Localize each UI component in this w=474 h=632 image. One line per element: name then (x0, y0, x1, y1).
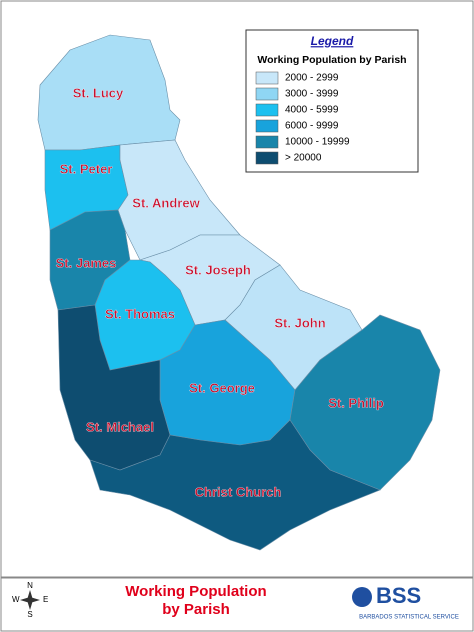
legend-swatch (255, 135, 279, 149)
parish-label: St. Philip (328, 395, 384, 410)
legend-label: 4000 - 5999 (285, 105, 339, 116)
legend: Legend Working Population by Parish 2000… (245, 29, 419, 173)
footer-title: by Parish (162, 601, 230, 618)
compass-n: N (27, 581, 33, 590)
legend-items: 2000 - 2999 3000 - 3999 4000 - 5999 6000 - … (255, 71, 350, 165)
parish-label: Christ Church (195, 484, 282, 499)
parish-label: St. Andrew (132, 195, 200, 210)
parish-label: St. Michael (86, 419, 154, 434)
parishes: St. Lucy St. Peter St. Andrew St. Joseph St.… (37, 34, 441, 551)
legend-box (245, 29, 419, 173)
compass-w: W (12, 595, 20, 604)
legend-label: 3000 - 3999 (285, 89, 339, 100)
parish-label: St. George (189, 380, 255, 395)
legend-swatch (255, 103, 279, 117)
parish (89, 419, 381, 551)
parish-label: St. Lucy (73, 85, 124, 100)
logo-text: BSS (376, 583, 421, 608)
compass: N E S W (12, 581, 48, 619)
legend-subtitle: Working Population by Parish (257, 54, 406, 66)
legend-label: 6000 - 9999 (285, 121, 339, 132)
legend-label: 10000 - 19999 (285, 137, 350, 148)
logo: BSS BARBADOS STATISTICAL SERVICE (352, 583, 459, 621)
compass-rose (20, 590, 40, 610)
legend-title: Legend (311, 34, 354, 48)
compass-s: S (27, 610, 32, 619)
parish-label: St. Peter (60, 161, 113, 176)
legend-swatch (255, 119, 279, 133)
legend-swatch (255, 71, 279, 85)
footer-frame (0, 577, 474, 632)
logo-globe (352, 587, 372, 607)
legend-swatch (255, 151, 279, 165)
logo-subtitle: BARBADOS STATISTICAL SERVICE (359, 615, 459, 621)
compass-e: E (43, 595, 48, 604)
footer-title: Working Population (125, 583, 266, 600)
parish-label: St. James (56, 255, 117, 270)
parish-label: St. John (274, 315, 325, 330)
legend-label: 2000 - 2999 (285, 73, 339, 84)
parish-label: St. Joseph (185, 262, 251, 277)
parish-label: St. Thomas (105, 306, 175, 321)
legend-label: > 20000 (285, 153, 322, 164)
legend-swatch (255, 87, 279, 101)
